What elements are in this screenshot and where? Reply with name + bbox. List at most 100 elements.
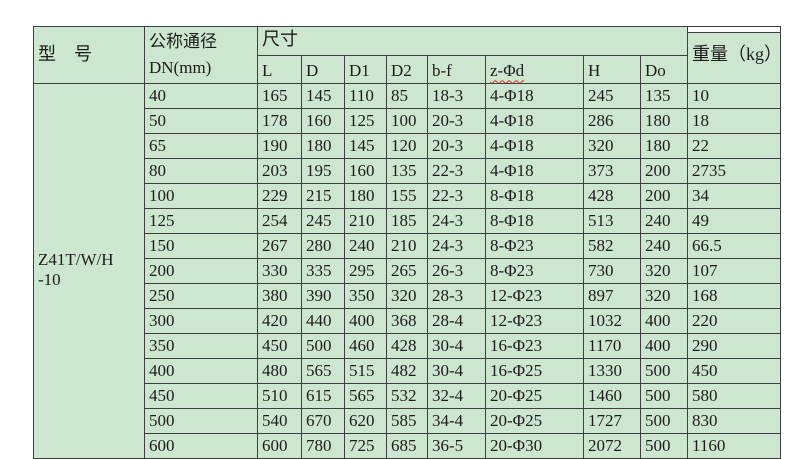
cell-d1: 145	[344, 133, 387, 159]
cell-d1: 110	[344, 83, 387, 109]
cell-d: 390	[301, 283, 345, 309]
cell-d2: 428	[386, 333, 428, 359]
cell-zd: 8-Φ18	[485, 183, 584, 209]
table-row: 150 267 280 240 210 24-3 8-Φ23 582 240 6…	[34, 233, 781, 259]
cell-weight: 830	[687, 408, 781, 434]
cell-l: 600	[257, 433, 302, 459]
cell-h: 1330	[583, 358, 641, 384]
cell-h: 897	[583, 283, 641, 309]
cell-do: 320	[640, 258, 688, 284]
cell-d1: 160	[344, 158, 387, 184]
cell-do: 500	[640, 383, 688, 409]
cell-dn: 400	[144, 358, 258, 384]
cell-l: 190	[257, 133, 302, 159]
model-line2: -10	[38, 270, 61, 289]
cell-weight: 1160	[687, 433, 781, 459]
header-row-2: L D D1 D2 b-f z-Φd H Do	[34, 54, 781, 84]
cell-d1: 565	[344, 383, 387, 409]
cell-bf: 24-3	[427, 208, 486, 234]
model-line1: Z41T/W/H	[38, 250, 114, 269]
cell-d2: 155	[386, 183, 428, 209]
header-dn-line2: DN(mm)	[149, 58, 212, 77]
cell-h: 1727	[583, 408, 641, 434]
cell-dn: 125	[144, 208, 258, 234]
header-model: 型 号	[33, 26, 145, 84]
cell-h: 428	[583, 183, 641, 209]
cell-d2: 585	[386, 408, 428, 434]
cell-d1: 400	[344, 308, 387, 334]
cell-h: 513	[583, 208, 641, 234]
cell-do: 500	[640, 358, 688, 384]
cell-bf: 28-4	[427, 308, 486, 334]
cell-weight: 168	[687, 283, 781, 309]
cell-d2: 120	[386, 133, 428, 159]
cell-h: 1170	[583, 333, 641, 359]
cell-l: 178	[257, 108, 302, 134]
cell-weight: 10	[687, 83, 781, 109]
cell-weight: 290	[687, 333, 781, 359]
cell-l: 540	[257, 408, 302, 434]
model-cell: Z41T/W/H -10	[33, 83, 145, 459]
header-weight: 重量（kg）	[687, 26, 781, 84]
header-col-zd: z-Φd	[485, 54, 584, 84]
cell-l: 380	[257, 283, 302, 309]
cell-dn: 300	[144, 308, 258, 334]
cell-weight: 2735	[687, 158, 781, 184]
header-col-l: L	[257, 54, 302, 84]
cell-weight: 18	[687, 108, 781, 134]
header-weight-label: 重量（kg）	[692, 43, 781, 64]
cell-dn: 100	[144, 183, 258, 209]
cell-do: 500	[640, 408, 688, 434]
cell-d: 670	[301, 408, 345, 434]
cell-weight: 22	[687, 133, 781, 159]
cell-dn: 80	[144, 158, 258, 184]
cell-zd: 8-Φ18	[485, 208, 584, 234]
cell-d: 180	[301, 133, 345, 159]
cell-bf: 34-4	[427, 408, 486, 434]
valve-spec-table: 型 号 公称通径 DN(mm) 尺寸 重量（kg） L D D1 D2 b-f …	[33, 26, 781, 459]
header-col-do: Do	[640, 54, 688, 84]
cell-dn: 450	[144, 383, 258, 409]
cell-zd: 4-Φ18	[485, 158, 584, 184]
cell-do: 200	[640, 183, 688, 209]
cell-dn: 600	[144, 433, 258, 459]
cell-d: 565	[301, 358, 345, 384]
cell-bf: 36-5	[427, 433, 486, 459]
cell-zd: 16-Φ23	[485, 333, 584, 359]
cell-d: 500	[301, 333, 345, 359]
cell-weight: 450	[687, 358, 781, 384]
cell-bf: 32-4	[427, 383, 486, 409]
cell-d2: 100	[386, 108, 428, 134]
cell-bf: 22-3	[427, 183, 486, 209]
cell-l: 330	[257, 258, 302, 284]
cell-l: 165	[257, 83, 302, 109]
cell-d1: 620	[344, 408, 387, 434]
table-row: 100 229 215 180 155 22-3 8-Φ18 428 200 3…	[34, 183, 781, 209]
cell-d: 145	[301, 83, 345, 109]
cell-bf: 20-3	[427, 133, 486, 159]
cell-do: 135	[640, 83, 688, 109]
header-dn: 公称通径 DN(mm)	[144, 26, 258, 84]
cell-l: 510	[257, 383, 302, 409]
header-dn-line1: 公称通径	[149, 32, 217, 51]
cell-d: 245	[301, 208, 345, 234]
header-col-h: H	[583, 54, 641, 84]
cell-dn: 40	[144, 83, 258, 109]
header-col-bf: b-f	[427, 54, 486, 84]
table-body: Z41T/W/H -10 40 165 145 110 85 18-3 4-Φ18…	[33, 83, 781, 459]
cell-bf: 18-3	[427, 83, 486, 109]
cell-h: 245	[583, 83, 641, 109]
cell-d: 335	[301, 258, 345, 284]
cell-d2: 210	[386, 233, 428, 259]
cell-bf: 26-3	[427, 258, 486, 284]
table-row: 50 178 160 125 100 20-3 4-Φ18 286 180 18	[34, 108, 781, 134]
cell-l: 229	[257, 183, 302, 209]
cell-l: 420	[257, 308, 302, 334]
cell-bf: 30-4	[427, 333, 486, 359]
cell-h: 582	[583, 233, 641, 259]
cell-do: 180	[640, 108, 688, 134]
cell-weight: 49	[687, 208, 781, 234]
cell-weight: 580	[687, 383, 781, 409]
table-row: 450 510 615 565 532 32-4 20-Φ25 1460 500…	[34, 383, 781, 409]
